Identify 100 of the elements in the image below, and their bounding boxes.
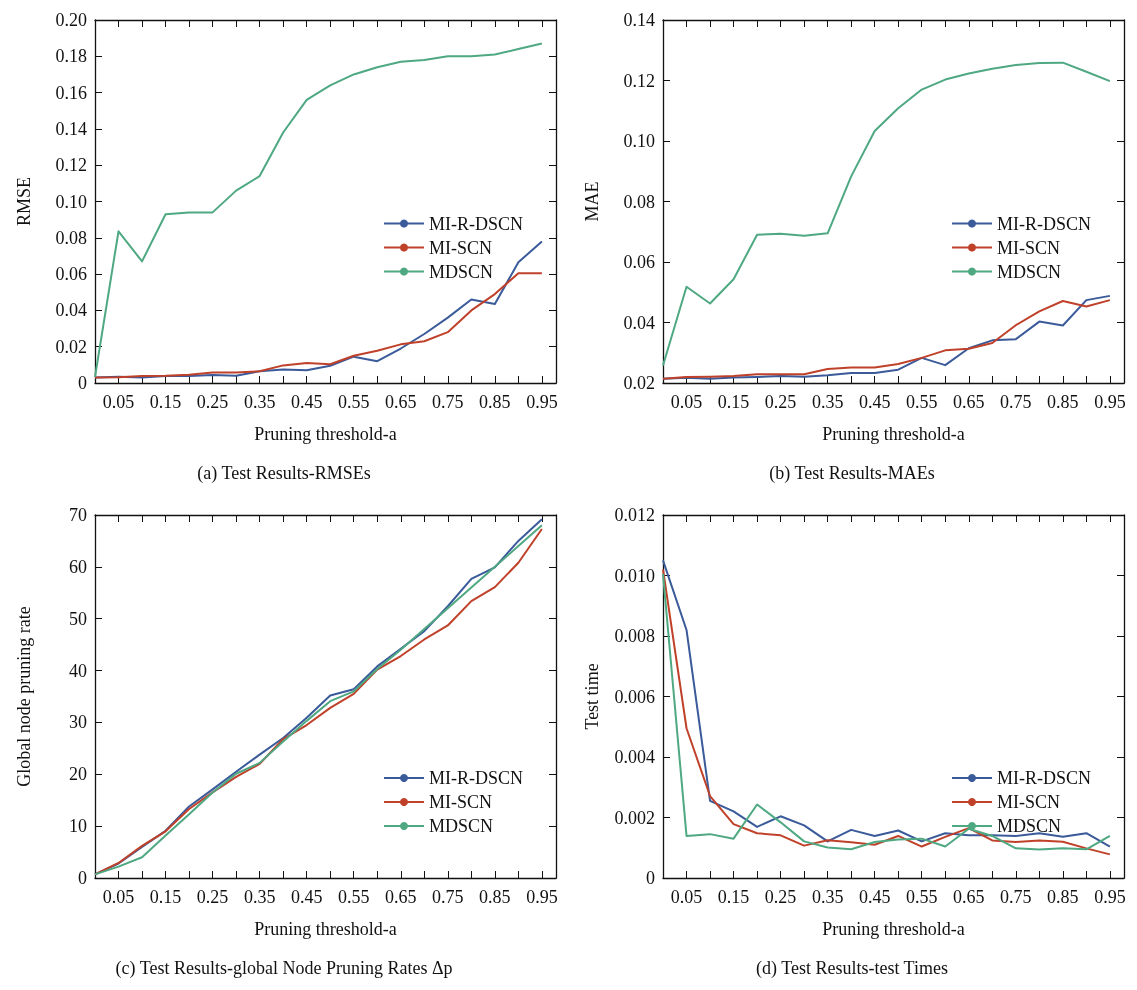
y-axis-title: MAE <box>582 181 602 222</box>
x-tick-label: 0.15 <box>717 392 750 412</box>
y-tick-label: 0.08 <box>55 227 87 248</box>
x-tick-label: 0.15 <box>149 887 182 907</box>
text: (b) Test Results-MAEs <box>769 463 935 484</box>
x-tick-label: 0.45 <box>290 887 323 907</box>
y-tick-label: 0.004 <box>614 747 655 767</box>
x-tick-label: 0.55 <box>905 392 938 412</box>
y-tick-label: 0.02 <box>623 373 655 393</box>
legend-label: MI-R-DSCN <box>428 768 524 788</box>
y-axis-title: Global node pruning rate <box>14 606 34 787</box>
y-tick-label: 60 <box>69 556 87 577</box>
y-tick-label: 0 <box>78 868 87 888</box>
x-tick-label: 0.65 <box>953 887 985 907</box>
y-tick-label: 0.006 <box>614 686 655 707</box>
x-tick-label: 0.65 <box>953 392 985 412</box>
x-tick-label: 0.95 <box>526 887 558 907</box>
x-tick-label: 0.75 <box>432 887 464 907</box>
x-tick-label: 0.55 <box>337 392 370 412</box>
y-tick-label: 0.04 <box>623 312 655 333</box>
legend-label: MDSCN <box>428 816 494 836</box>
y-tick-label: 0.20 <box>55 10 87 30</box>
x-tick-label: 0.55 <box>337 887 370 907</box>
text: (c) Test Results-global Node Pruning Rates Δp <box>115 958 453 979</box>
x-axis-title: Pruning threshold-a <box>822 919 965 939</box>
y-tick-label: 10 <box>69 816 87 837</box>
y-tick-label: 0.08 <box>623 191 655 212</box>
legend-label: MI-R-DSCN <box>428 213 524 234</box>
x-axis-title: Pruning threshold-a <box>254 919 397 939</box>
y-tick-label: 0.06 <box>623 252 655 272</box>
x-tick-label: 0.25 <box>196 392 229 412</box>
line-series <box>662 61 1111 367</box>
y-tick-label: 0.06 <box>55 264 87 285</box>
legend-label: MDSCN <box>996 261 1062 282</box>
x-tick-label: 0.85 <box>479 887 511 907</box>
x-tick-label: 0.75 <box>432 392 464 412</box>
y-tick-label: 0.012 <box>614 505 655 525</box>
x-tick-label: 0.05 <box>670 887 703 907</box>
y-tick-label: 0.10 <box>623 131 655 151</box>
x-tick-label: 0.15 <box>149 392 182 412</box>
text: (d) Test Results-test Times <box>756 958 948 979</box>
y-tick-label: 40 <box>69 660 87 681</box>
legend-label: MI-R-DSCN <box>996 768 1092 788</box>
x-tick-label: 0.15 <box>717 887 750 907</box>
y-tick-label: 0.14 <box>623 10 655 30</box>
y-tick-label: 0.02 <box>55 336 87 357</box>
y-tick-label: 70 <box>69 505 87 525</box>
legend-label: MI-SCN <box>428 237 493 258</box>
line-series <box>94 240 543 379</box>
x-tick-label: 0.25 <box>764 887 797 907</box>
x-tick-label: 0.85 <box>1047 392 1079 412</box>
x-tick-label: 0.95 <box>1094 392 1126 412</box>
y-tick-label: 30 <box>69 712 87 733</box>
y-tick-label: 0.16 <box>55 82 87 103</box>
x-tick-label: 0.35 <box>811 887 844 907</box>
legend-label: MDSCN <box>428 261 494 282</box>
y-tick-label: 0.04 <box>55 300 87 321</box>
y-tick-label: 0.010 <box>614 565 655 586</box>
x-tick-label: 0.95 <box>1094 887 1126 907</box>
line-series <box>94 42 543 378</box>
x-tick-label: 0.95 <box>526 392 558 412</box>
y-tick-label: 0.10 <box>55 191 87 212</box>
x-axis-title: Pruning threshold-a <box>822 424 965 444</box>
x-tick-label: 0.55 <box>905 887 938 907</box>
y-tick-label: 0 <box>78 373 87 393</box>
y-tick-label: 0.12 <box>623 70 655 91</box>
x-tick-label: 0.85 <box>1047 887 1079 907</box>
legend-label: MDSCN <box>996 816 1062 836</box>
x-tick-label: 0.85 <box>479 392 511 412</box>
x-tick-label: 0.25 <box>196 887 229 907</box>
y-tick-label: 20 <box>69 764 87 785</box>
y-tick-label: 0.18 <box>55 46 87 67</box>
legend-label: MI-SCN <box>428 792 493 812</box>
x-tick-label: 0.35 <box>811 392 844 412</box>
y-tick-label: 50 <box>69 608 87 629</box>
y-axis-title: RMSE <box>14 176 34 227</box>
x-axis-title: Pruning threshold-a <box>254 424 397 444</box>
y-axis-title: Test time <box>582 663 602 730</box>
x-tick-label: 0.45 <box>290 392 323 412</box>
x-tick-label: 0.75 <box>1000 887 1032 907</box>
x-tick-label: 0.25 <box>764 392 797 412</box>
y-tick-label: 0.002 <box>614 807 655 828</box>
x-tick-label: 0.45 <box>858 392 891 412</box>
legend-label: MI-SCN <box>996 237 1061 258</box>
x-tick-label: 0.35 <box>243 392 276 412</box>
legend-label: MI-R-DSCN <box>996 213 1092 234</box>
y-tick-label: 0 <box>646 868 655 888</box>
x-tick-label: 0.35 <box>243 887 276 907</box>
legend-label: MI-SCN <box>996 792 1061 812</box>
x-tick-label: 0.65 <box>385 887 417 907</box>
y-tick-label: 0.12 <box>55 155 87 176</box>
x-tick-label: 0.65 <box>385 392 417 412</box>
x-tick-label: 0.05 <box>102 392 135 412</box>
x-tick-label: 0.05 <box>670 392 703 412</box>
text: (a) Test Results-RMSEs <box>197 463 371 484</box>
y-tick-label: 0.008 <box>614 626 655 646</box>
x-tick-label: 0.75 <box>1000 392 1032 412</box>
x-tick-label: 0.05 <box>102 887 135 907</box>
x-tick-label: 0.45 <box>858 887 891 907</box>
y-tick-label: 0.14 <box>55 118 87 139</box>
